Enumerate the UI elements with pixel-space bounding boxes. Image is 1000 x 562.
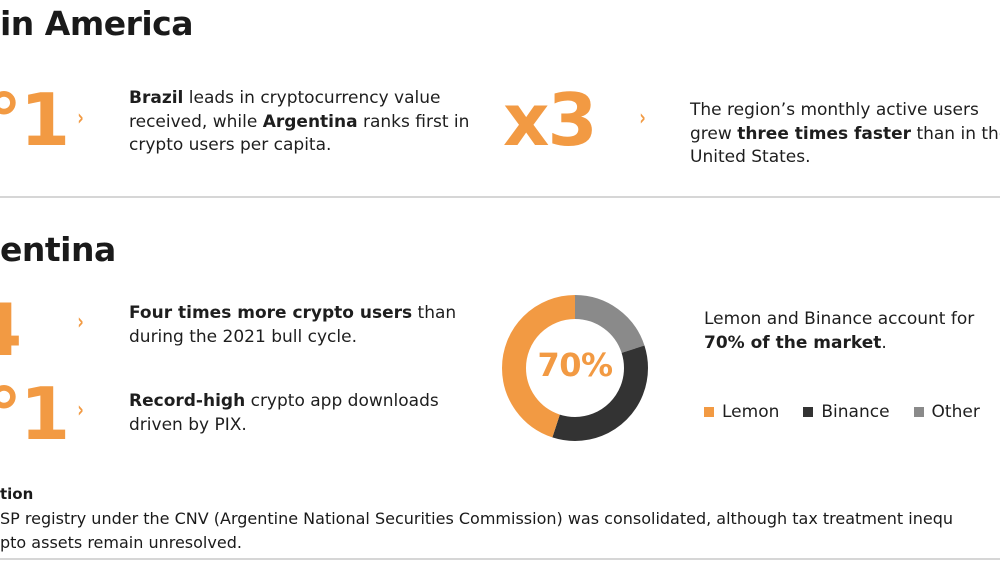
stat-users-description: Four times more crypto users than during…: [129, 303, 457, 347]
stat-four-times-value: 4: [0, 290, 22, 370]
section-divider: [0, 196, 1000, 198]
stat-rank-brazil-value: °1: [0, 78, 70, 162]
regulation-text-line-2: pto assets remain unresolved.: [0, 533, 242, 552]
stat-x3-description: The region’s monthly active users grew t…: [690, 100, 1000, 167]
donut-segment-lemon: [502, 295, 648, 441]
regulation-text-line-1: SP registry under the CNV (Argentine Nat…: [0, 509, 953, 528]
market-share-donut: [502, 295, 648, 441]
legend-swatch-icon: [913, 407, 924, 417]
section-title-latin-america: in America: [0, 4, 194, 43]
donut-legend: Lemon Binance Other: [704, 402, 1000, 422]
chevron-right-icon: ›: [77, 310, 84, 335]
stat-rank-downloads-value: °1: [0, 372, 70, 456]
legend-item-other: Other: [913, 402, 980, 422]
legend-item-lemon: Lemon: [704, 402, 779, 422]
legend-swatch-icon: [704, 407, 714, 417]
chevron-right-icon: ›: [77, 106, 84, 131]
stat-x3-value: x3: [503, 78, 598, 162]
donut-segment-binance: [502, 295, 648, 441]
regulation-heading: tion: [0, 485, 34, 503]
legend-swatch-icon: [803, 407, 814, 417]
market-share-description: Lemon and Binance account for 70% of the…: [704, 309, 975, 353]
stat-downloads-description: Record-high crypto app downloads driven …: [129, 391, 439, 435]
donut-center-label: 70%: [537, 346, 613, 384]
chevron-right-icon: ›: [77, 398, 84, 423]
legend-item-binance: Binance: [803, 402, 890, 422]
section-divider: [0, 558, 1000, 560]
chevron-right-icon: ›: [639, 106, 646, 131]
stat-brazil-description: Brazil leads in cryptocurrency value rec…: [129, 88, 470, 155]
section-title-argentina: entina: [0, 230, 116, 269]
